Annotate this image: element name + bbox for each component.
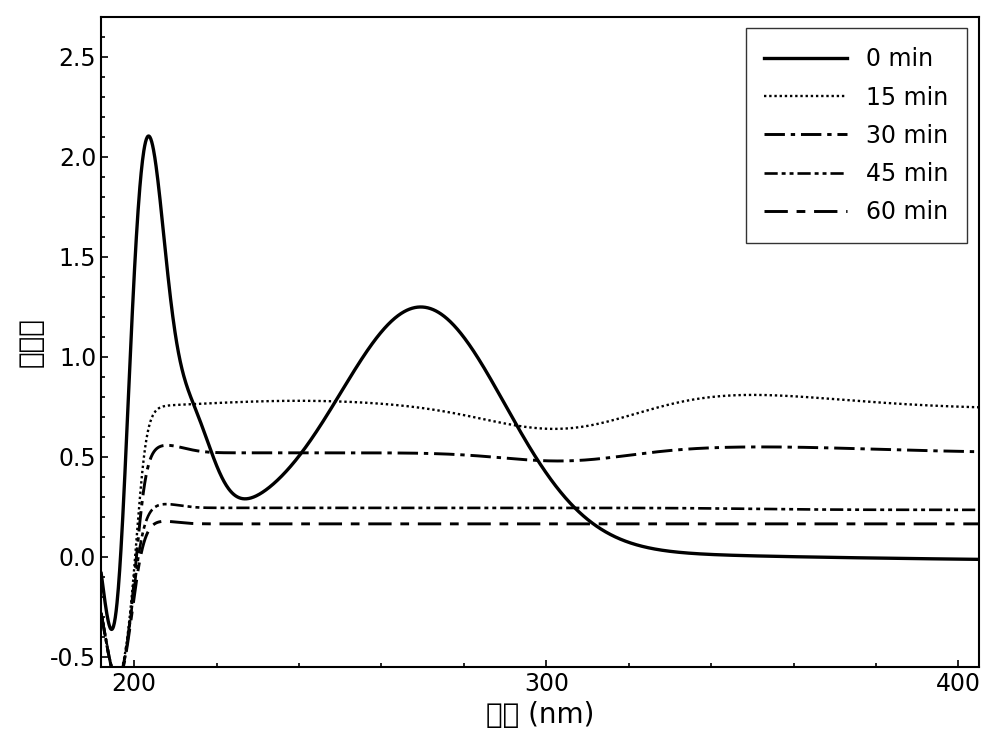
45 min [973, 505, 985, 514]
0 min [95, 569, 107, 578]
45 min [948, 505, 960, 514]
45 min [160, 500, 172, 509]
Line: 15 min: 15 min [101, 395, 979, 677]
45 min [948, 505, 960, 514]
45 min [140, 515, 152, 524]
0 min [948, 554, 960, 563]
60 min [95, 609, 107, 618]
15 min [95, 608, 107, 617]
15 min [973, 403, 985, 412]
60 min [787, 519, 799, 528]
30 min [787, 442, 799, 451]
0 min [140, 134, 152, 143]
15 min [948, 402, 960, 411]
30 min [111, 674, 123, 683]
30 min [95, 609, 107, 618]
Line: 30 min: 30 min [101, 445, 979, 679]
Line: 0 min: 0 min [101, 136, 979, 630]
15 min [111, 673, 123, 682]
X-axis label: 波长 (nm): 波长 (nm) [486, 701, 594, 730]
15 min [140, 435, 152, 444]
0 min [948, 554, 960, 563]
0 min [106, 625, 118, 634]
0 min [973, 555, 985, 564]
30 min [500, 454, 512, 463]
60 min [523, 519, 535, 528]
30 min [161, 441, 173, 450]
45 min [95, 609, 107, 618]
15 min [747, 390, 759, 399]
45 min [500, 504, 512, 513]
45 min [523, 504, 535, 513]
60 min [948, 519, 960, 528]
30 min [948, 447, 960, 456]
0 min [143, 131, 155, 140]
45 min [787, 505, 799, 514]
0 min [523, 442, 535, 451]
0 min [787, 552, 799, 561]
Line: 60 min: 60 min [101, 521, 979, 680]
Line: 45 min: 45 min [101, 504, 979, 680]
60 min [140, 531, 152, 540]
15 min [948, 402, 960, 411]
0 min [500, 401, 512, 410]
30 min [973, 448, 985, 457]
30 min [523, 456, 535, 465]
30 min [948, 447, 960, 456]
60 min [973, 519, 985, 528]
15 min [499, 419, 511, 428]
45 min [111, 675, 123, 684]
60 min [111, 675, 123, 684]
60 min [500, 519, 512, 528]
15 min [522, 423, 534, 432]
60 min [159, 517, 171, 526]
30 min [140, 469, 152, 478]
Y-axis label: 吸光度: 吸光度 [17, 317, 45, 367]
Legend: 0 min, 15 min, 30 min, 45 min, 60 min: 0 min, 15 min, 30 min, 45 min, 60 min [746, 28, 967, 243]
60 min [948, 519, 960, 528]
15 min [787, 392, 799, 401]
